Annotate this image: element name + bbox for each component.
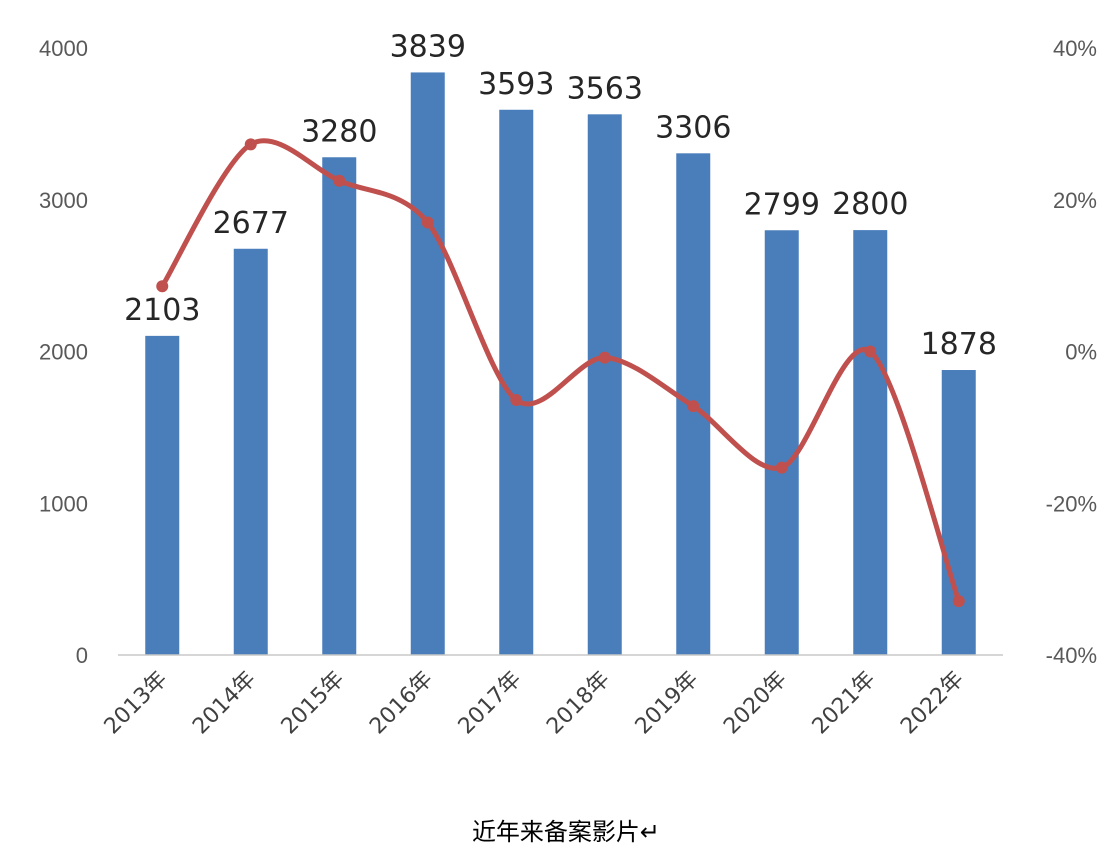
x-tick-label: 2016年 <box>365 667 438 740</box>
x-axis-ticks: 2013年 2014年 2015年 2016年 2017年 2018年 2019年 2020年… <box>100 667 969 740</box>
bar-data-label: 3839 <box>390 29 466 64</box>
bar-data-label: 3593 <box>478 67 554 102</box>
x-tick-label: 2022年 <box>896 667 969 740</box>
line-point <box>333 174 346 187</box>
right-y-tick: -40% <box>1046 643 1097 668</box>
line-point <box>244 138 257 151</box>
line-point <box>864 345 877 358</box>
line-point <box>598 351 611 364</box>
chart-caption: 近年来备案影片↵ <box>472 818 660 846</box>
bars-layer <box>145 72 976 655</box>
bar <box>322 157 357 655</box>
left-y-tick: 3000 <box>39 188 88 213</box>
right-y-tick: 0% <box>1065 340 1097 365</box>
line-point <box>156 280 169 293</box>
bar <box>233 248 268 655</box>
x-tick-label: 2013年 <box>100 667 173 740</box>
left-y-tick: 1000 <box>39 491 88 516</box>
x-tick-label: 2014年 <box>188 667 261 740</box>
bar <box>410 72 445 655</box>
bar <box>941 370 976 655</box>
line-point <box>687 400 700 413</box>
left-y-tick: 2000 <box>39 340 88 365</box>
line-point <box>421 216 434 229</box>
x-tick-label: 2019年 <box>631 667 704 740</box>
x-tick-label: 2015年 <box>277 667 350 740</box>
growth-line <box>159 138 962 604</box>
bar <box>145 335 180 655</box>
bar-data-label: 2799 <box>744 187 820 222</box>
line-point <box>510 394 523 407</box>
line-layer <box>156 138 965 608</box>
right-y-tick: 40% <box>1053 36 1097 61</box>
right-y-axis: -40% -20% 0% 20% 40% <box>1046 36 1097 668</box>
left-y-tick: 0 <box>76 643 88 668</box>
bar <box>764 230 799 655</box>
bar-data-label: 3306 <box>655 110 731 145</box>
x-tick-label: 2018年 <box>542 667 615 740</box>
data-labels-layer: 2103 2677 3280 3839 3593 3563 3306 2799 2800 1878 <box>124 29 997 362</box>
x-tick-label: 2021年 <box>808 667 881 740</box>
line-point <box>775 461 788 474</box>
left-y-tick: 4000 <box>39 36 88 61</box>
bar <box>587 114 622 655</box>
bar-data-label: 2800 <box>832 187 908 222</box>
x-tick-label: 2017年 <box>454 667 527 740</box>
right-y-tick: -20% <box>1046 491 1097 516</box>
bar-data-label: 3280 <box>301 114 377 149</box>
bar-data-label: 2677 <box>213 206 289 241</box>
right-y-tick: 20% <box>1053 188 1097 213</box>
bar-data-label: 3563 <box>567 71 643 106</box>
bar-data-label: 1878 <box>921 327 997 362</box>
bar <box>853 230 888 655</box>
line-point <box>952 595 965 608</box>
x-tick-label: 2020年 <box>719 667 792 740</box>
left-y-axis: 0 1000 2000 3000 4000 <box>39 36 88 668</box>
bar-data-label: 2103 <box>124 293 200 328</box>
